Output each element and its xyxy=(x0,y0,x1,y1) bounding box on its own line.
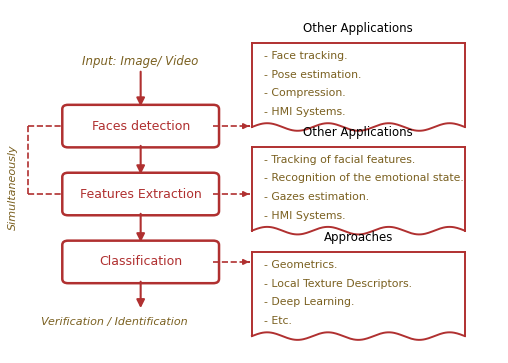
Text: Input: Image/ Video: Input: Image/ Video xyxy=(82,55,199,68)
Text: Other Applications: Other Applications xyxy=(303,22,413,35)
FancyBboxPatch shape xyxy=(62,105,219,147)
Text: Classification: Classification xyxy=(99,256,182,268)
Text: - Etc.: - Etc. xyxy=(264,316,292,326)
Text: - Compression.: - Compression. xyxy=(264,88,345,98)
FancyBboxPatch shape xyxy=(62,241,219,283)
Text: - Gazes estimation.: - Gazes estimation. xyxy=(264,192,369,202)
Text: Simultaneously: Simultaneously xyxy=(9,144,18,230)
FancyBboxPatch shape xyxy=(62,173,219,215)
Text: Other Applications: Other Applications xyxy=(303,126,413,139)
Text: Approaches: Approaches xyxy=(324,231,393,244)
Polygon shape xyxy=(252,147,465,231)
Text: - Tracking of facial features.: - Tracking of facial features. xyxy=(264,155,415,165)
Text: - Pose estimation.: - Pose estimation. xyxy=(264,70,361,80)
Text: Features Extraction: Features Extraction xyxy=(80,188,202,200)
Text: - Local Texture Descriptors.: - Local Texture Descriptors. xyxy=(264,279,412,289)
Text: - Face tracking.: - Face tracking. xyxy=(264,51,347,61)
Text: - HMI Systems.: - HMI Systems. xyxy=(264,211,345,221)
Text: - Geometrics.: - Geometrics. xyxy=(264,260,337,270)
Polygon shape xyxy=(252,43,465,127)
Polygon shape xyxy=(252,252,465,336)
Text: Verification / Identification: Verification / Identification xyxy=(41,317,187,327)
Text: - Deep Learning.: - Deep Learning. xyxy=(264,298,355,307)
Text: - Recognition of the emotional state.: - Recognition of the emotional state. xyxy=(264,174,464,183)
Text: - HMI Systems.: - HMI Systems. xyxy=(264,107,345,117)
Text: Faces detection: Faces detection xyxy=(91,119,190,132)
